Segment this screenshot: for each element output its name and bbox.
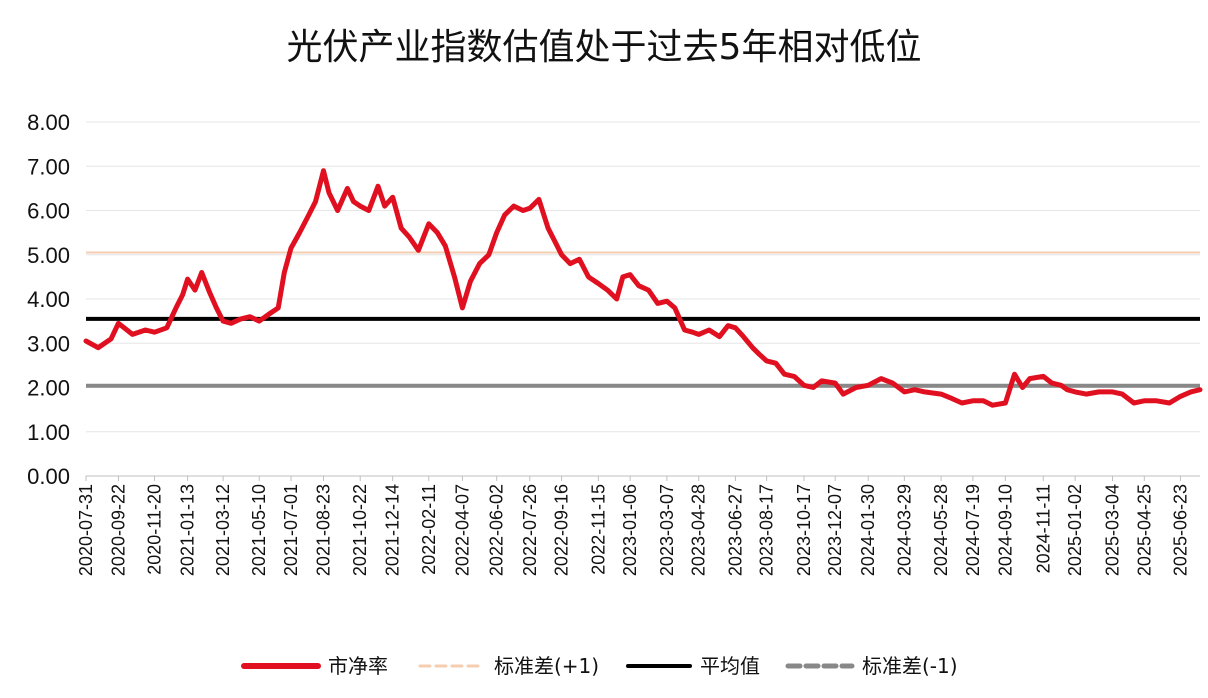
x-tick-label: 2021-10-22 bbox=[350, 484, 370, 576]
x-tick-label: 2021-01-13 bbox=[178, 484, 198, 576]
x-tick-label: 2022-09-16 bbox=[552, 484, 572, 576]
x-tick-label: 2022-11-15 bbox=[588, 484, 608, 575]
x-tick-label: 2023-12-07 bbox=[825, 484, 845, 576]
legend-label-1: 市净率 bbox=[328, 654, 388, 678]
x-tick-label: 2025-04-25 bbox=[1134, 484, 1154, 576]
series-line-pb bbox=[83, 168, 1203, 408]
x-tick-label: 2022-07-26 bbox=[520, 484, 540, 576]
x-tick-label: 2023-04-28 bbox=[689, 484, 709, 576]
x-tick-label: 2021-07-01 bbox=[281, 484, 301, 576]
y-tick-label: 8.00 bbox=[27, 110, 70, 135]
y-tick-label: 1.00 bbox=[27, 420, 70, 445]
x-tick-label: 2021-03-12 bbox=[213, 484, 233, 576]
y-tick-label: 6.00 bbox=[27, 199, 70, 224]
y-tick-label: 2.00 bbox=[27, 376, 70, 401]
y-tick-label: 3.00 bbox=[27, 331, 70, 356]
x-tick-label: 2022-04-07 bbox=[452, 484, 472, 576]
x-tick-label: 2024-03-29 bbox=[894, 484, 914, 576]
legend-label-3: 平均值 bbox=[700, 654, 760, 678]
x-tick-label: 2020-11-20 bbox=[145, 484, 165, 575]
x-tick-label: 2022-06-02 bbox=[487, 484, 507, 576]
legend-label-4: 标准差(-1) bbox=[862, 654, 958, 678]
x-tick-label: 2024-11-11 bbox=[1033, 484, 1053, 573]
x-tick-label: 2023-06-27 bbox=[725, 484, 745, 576]
x-tick-label: 2020-07-31 bbox=[76, 484, 96, 576]
x-tick-label: 2024-01-30 bbox=[858, 484, 878, 576]
x-tick-label: 2025-03-04 bbox=[1103, 484, 1123, 576]
y-tick-label: 4.00 bbox=[27, 287, 70, 312]
x-tick-label: 2024-05-28 bbox=[931, 484, 951, 576]
y-tick-label: 7.00 bbox=[27, 154, 70, 179]
y-tick-label: 0.00 bbox=[27, 464, 70, 489]
x-tick-label: 2023-01-06 bbox=[620, 484, 640, 576]
x-tick-label: 2024-07-19 bbox=[963, 484, 983, 576]
x-tick-label: 2023-03-07 bbox=[657, 484, 677, 576]
x-tick-label: 2021-05-10 bbox=[249, 484, 269, 576]
x-tick-label: 2023-10-17 bbox=[794, 484, 814, 576]
x-tick-label: 2022-02-11 bbox=[419, 484, 439, 575]
x-tick-label: 2021-08-23 bbox=[314, 484, 334, 576]
chart-title: 光伏产业指数估值处于过去5年相对低位 bbox=[286, 27, 922, 68]
x-tick-label: 2025-06-23 bbox=[1170, 484, 1190, 576]
x-tick-label: 2021-12-14 bbox=[383, 484, 403, 576]
x-tick-label: 2024-09-10 bbox=[995, 484, 1015, 576]
legend-label-2: 标准差(+1) bbox=[494, 654, 599, 678]
x-tick-label: 2025-01-02 bbox=[1065, 484, 1085, 576]
y-tick-label: 5.00 bbox=[27, 243, 70, 268]
x-tick-label: 2020-09-22 bbox=[108, 484, 128, 576]
x-tick-label: 2023-08-17 bbox=[757, 484, 777, 576]
